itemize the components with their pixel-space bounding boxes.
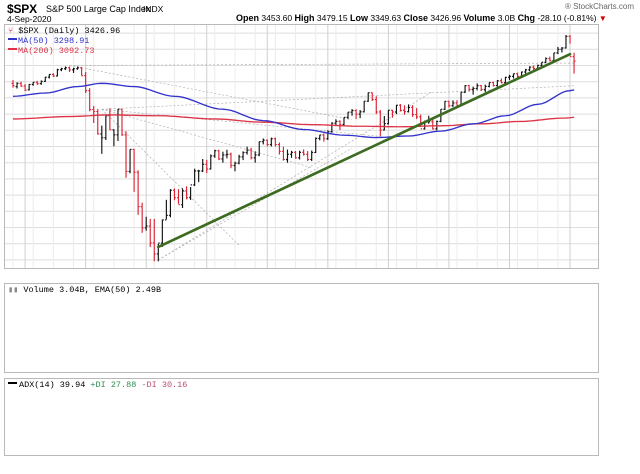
stockcharts-brand: ® StockCharts.com: [564, 2, 634, 11]
mdi-legend-text: -DI 30.16: [141, 380, 188, 390]
volume-legend: ▮▮ Volume 3.04B, EMA(50) 2.49B: [8, 285, 161, 295]
chart-header: $SPX S&P 500 Large Cap Index INDX 4-Sep-…: [0, 0, 640, 24]
adx-plot-area[interactable]: [5, 379, 598, 455]
volume-value: 3.0B: [497, 13, 516, 23]
candle-icon: ⑂: [8, 26, 14, 36]
close-label: Close: [403, 13, 428, 23]
quote-date: 4-Sep-2020: [7, 14, 52, 24]
low-label: Low: [349, 13, 368, 23]
symbol-exchange: INDX: [143, 4, 164, 14]
volume-label: Volume: [463, 13, 496, 23]
adx-swatch-icon: [8, 382, 17, 384]
volume-bars-icon: ▮▮: [8, 285, 19, 295]
low-value: 3349.63: [370, 13, 402, 23]
volume-chart-panel[interactable]: ▮▮ Volume 3.04B, EMA(50) 2.49B: [4, 283, 599, 373]
adx-legend: ADX(14) 39.94 +DI 27.88 -DI 30.16: [8, 380, 187, 390]
ma200-legend: MA(200) 3092.73: [18, 46, 95, 56]
price-legend: ⑂ $SPX (Daily) 3426.96 MA(50) 3298.91 MA…: [8, 26, 120, 56]
symbol-ticker: $SPX: [7, 2, 37, 16]
volume-legend-text: Volume 3.04B, EMA(50) 2.49B: [23, 285, 162, 295]
chg-value: -28.10 (-0.81%): [537, 13, 597, 23]
symbol-description: S&P 500 Large Cap Index: [46, 4, 151, 14]
high-value: 3479.15: [316, 13, 348, 23]
close-value: 3426.96: [430, 13, 462, 23]
high-label: High: [294, 13, 315, 23]
open-value: 3453.60: [261, 13, 293, 23]
price-plot-area[interactable]: [5, 25, 598, 268]
adx-legend-text: ADX(14) 39.94: [19, 380, 86, 390]
left-margin: [0, 0, 4, 474]
price-chart-panel[interactable]: ⑂ $SPX (Daily) 3426.96 MA(50) 3298.91 MA…: [4, 24, 599, 269]
pdi-legend-text: +DI 27.88: [90, 380, 137, 390]
ma200-swatch-icon: [8, 48, 17, 50]
chg-down-arrow-icon: ▼: [598, 14, 607, 23]
ma50-legend: MA(50) 3298.91: [18, 36, 90, 46]
volume-plot-area[interactable]: [5, 284, 598, 372]
price-legend-main: $SPX (Daily) 3426.96: [18, 26, 121, 36]
open-label: Open: [236, 13, 260, 23]
ohlc-summary: Open 3453.60 High 3479.15 Low 3349.63 Cl…: [236, 13, 607, 23]
chg-label: Chg: [517, 13, 536, 23]
ma50-swatch-icon: [8, 38, 17, 40]
adx-chart-panel[interactable]: ADX(14) 39.94 +DI 27.88 -DI 30.16: [4, 378, 599, 456]
